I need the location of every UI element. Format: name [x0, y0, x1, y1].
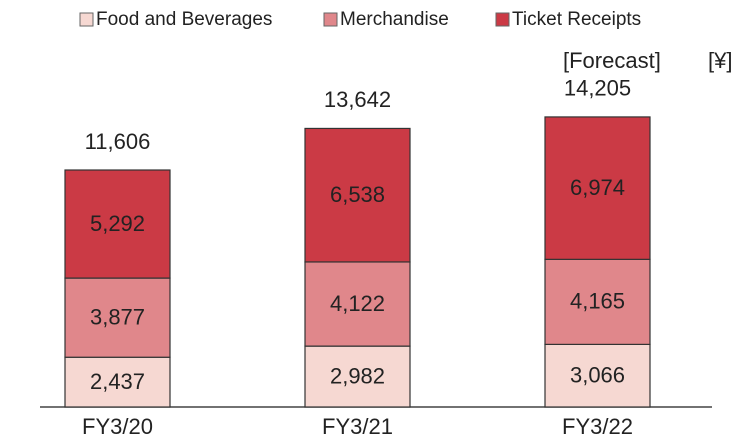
segment-label: 2,982 [330, 363, 385, 388]
total-label: 13,642 [324, 87, 391, 112]
bar-segment [304, 127, 411, 263]
legend-label: Merchandise [340, 9, 449, 30]
total-label: 14,205 [564, 76, 631, 101]
segment-label: 6,538 [330, 182, 385, 207]
segment-label: 5,292 [90, 211, 145, 236]
segment-label: 6,974 [570, 175, 625, 200]
unit-note: [¥] [708, 48, 732, 73]
bar-segment [64, 169, 171, 279]
bar-segment [544, 343, 651, 408]
bar-segment [304, 261, 411, 347]
legend-swatch [79, 12, 94, 27]
x-tick-label: FY3/21 [322, 414, 393, 439]
segment-label: 4,165 [570, 289, 625, 314]
bar-segment [64, 277, 171, 358]
bar-segment [544, 116, 651, 260]
segment-label: 2,437 [90, 369, 145, 394]
bar-segment [64, 356, 171, 408]
segment-label: 3,066 [570, 363, 625, 388]
x-tick-label: FY3/22 [562, 414, 633, 439]
legend-swatch [495, 12, 510, 27]
segment-label: 4,122 [330, 291, 385, 316]
forecast-note: [Forecast] [563, 48, 661, 73]
legend-label: Food and Beverages [96, 9, 272, 30]
segment-label: 3,877 [90, 304, 145, 329]
total-label: 11,606 [85, 129, 151, 154]
legend-swatch [323, 12, 338, 27]
bar-segment [304, 345, 411, 408]
x-tick-label: FY3/20 [82, 414, 153, 439]
legend-label: Ticket Receipts [512, 9, 641, 30]
bar-segment [544, 258, 651, 345]
